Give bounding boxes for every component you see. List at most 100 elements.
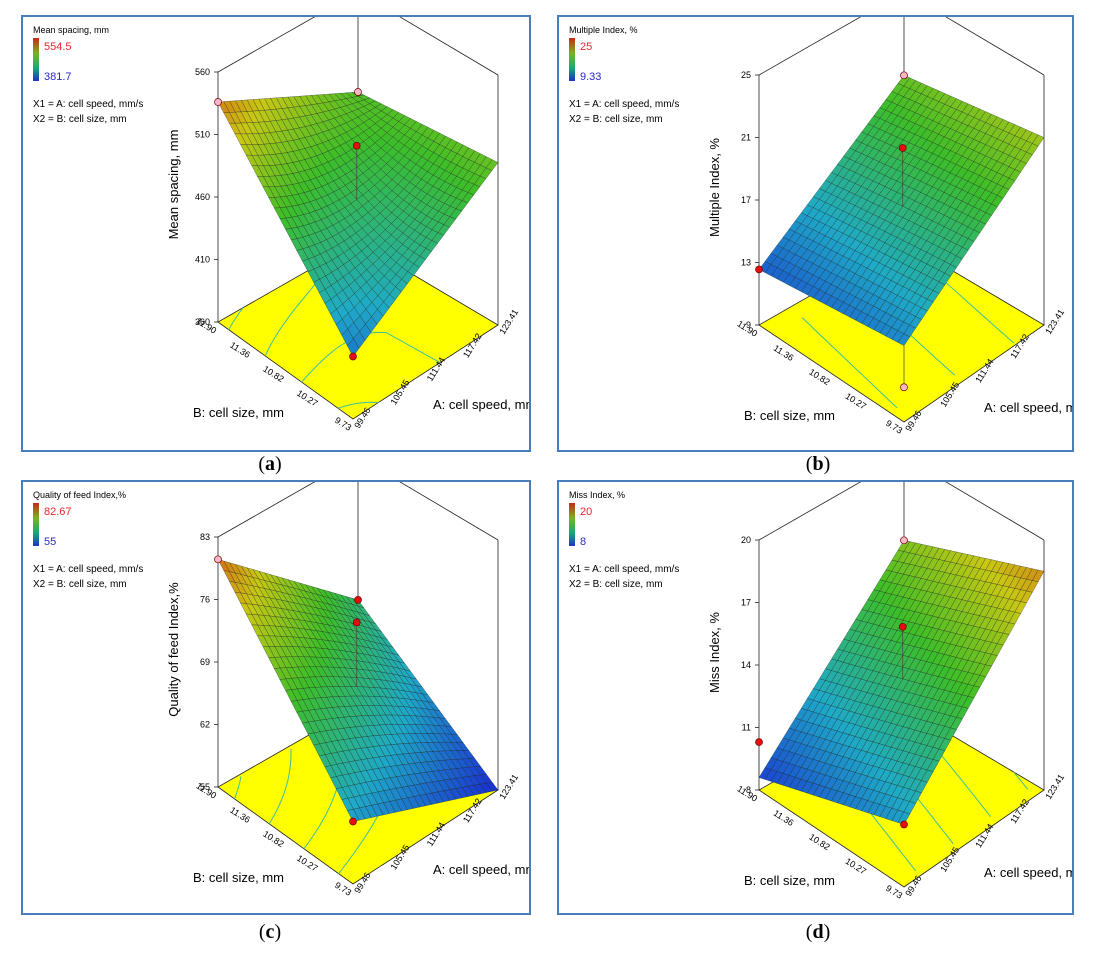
contour-line <box>228 307 244 330</box>
z-tick-label: 510 <box>195 130 210 140</box>
y-axis-label: B: cell size, mm <box>744 873 835 888</box>
design-point <box>214 555 222 564</box>
legend-min-label: 55 <box>44 536 56 548</box>
z-tick-label: 360 <box>195 317 210 327</box>
box-edge-top-left <box>217 482 316 538</box>
caption-b: (b) <box>805 453 831 475</box>
caption-label: c <box>265 921 275 943</box>
z-tick-label: 14 <box>741 660 751 670</box>
factor-label: X1 = A: cell speed, mm/s <box>569 564 679 575</box>
design-point <box>349 352 357 361</box>
box-edge-top-right <box>399 482 499 541</box>
z-tick-label: 25 <box>741 70 751 80</box>
factor-label: X2 = B: cell size, mm <box>33 114 127 125</box>
chart-panel-c: Quality of feed Index,% 82.67 55 X1 = A: ce… <box>21 480 531 915</box>
contour-line <box>268 748 292 825</box>
surface-cell <box>347 338 360 357</box>
legend-title: Mean spacing, mm <box>33 25 109 35</box>
y-tick-label: 11.90 <box>194 781 218 801</box>
z-tick-label: 20 <box>741 535 751 545</box>
legend-min-label: 381.7 <box>44 71 72 83</box>
factor-label: X2 = B: cell size, mm <box>33 579 127 590</box>
z-tick-label: 460 <box>195 192 210 202</box>
z-tick-label: 9 <box>746 320 751 330</box>
factor-label: X1 = A: cell speed, mm/s <box>33 99 143 110</box>
legend-max-label: 554.5 <box>44 41 72 53</box>
chart-panel-d: Miss Index, % 20 8 X1 = A: cell speed, mm/s… <box>557 480 1074 915</box>
legend-min-label: 9.33 <box>580 71 601 83</box>
z-axis-label: Miss Index, % <box>707 612 722 693</box>
z-tick-label: 69 <box>200 657 210 667</box>
legend-min-label: 8 <box>580 536 586 548</box>
legend-color-bar <box>33 38 39 81</box>
factor-label: X2 = B: cell size, mm <box>569 114 663 125</box>
legend-title: Multiple Index, % <box>569 25 638 35</box>
surface-mesh <box>217 559 499 822</box>
legend-color-bar <box>569 38 575 81</box>
y-tick-label: 11.90 <box>735 319 759 339</box>
legend-color-bar <box>33 503 39 546</box>
contour-line <box>234 776 242 800</box>
y-tick-label: 11.90 <box>735 784 759 804</box>
z-tick-label: 76 <box>200 595 210 605</box>
legend-color-bar <box>569 503 575 546</box>
caption-d: (d) <box>805 921 831 943</box>
surface-chart: Mean spacing, mm 554.5 381.7 X1 = A: cell s… <box>33 17 529 433</box>
caption-c: (c) <box>258 921 282 943</box>
design-point <box>900 71 908 80</box>
z-tick-label: 13 <box>741 258 751 268</box>
legend-max-label: 82.67 <box>44 506 72 518</box>
legend-title: Miss Index, % <box>569 490 625 500</box>
y-axis-label: B: cell size, mm <box>193 870 284 885</box>
design-point <box>354 88 362 96</box>
caption-label: d <box>812 921 824 943</box>
surface-cell <box>897 811 911 825</box>
legend-max-label: 20 <box>580 506 592 518</box>
box-edge-top-right <box>399 17 499 76</box>
contour-line <box>1013 771 1029 790</box>
factor-label: X1 = A: cell speed, mm/s <box>33 564 143 575</box>
z-tick-label: 17 <box>741 195 751 205</box>
x-tick-label: 123.41 <box>497 772 520 801</box>
design-point <box>755 738 763 746</box>
legend-max-label: 25 <box>580 41 592 53</box>
z-tick-label: 560 <box>195 67 210 77</box>
z-axis-label: Multiple Index, % <box>707 138 722 237</box>
design-point <box>352 618 361 627</box>
z-tick-label: 55 <box>200 782 210 792</box>
surface-cell <box>347 809 360 822</box>
z-tick-label: 21 <box>741 133 751 143</box>
z-tick-label: 62 <box>200 720 210 730</box>
surface-chart: Miss Index, % 20 8 X1 = A: cell speed, mm/s… <box>569 482 1072 901</box>
surface-chart: Quality of feed Index,% 82.67 55 X1 = A: ce… <box>33 482 529 898</box>
design-point <box>214 98 222 106</box>
legend-title: Quality of feed Index,% <box>33 490 126 500</box>
box-edge-top-right <box>945 17 1045 76</box>
design-point <box>900 383 908 392</box>
caption-label: a <box>265 453 275 475</box>
x-axis-label: A: cell speed, mm/s <box>433 862 529 877</box>
design-point <box>898 144 907 152</box>
box-edge-top-left <box>217 17 316 73</box>
y-tick-label: 9.73 <box>333 415 353 433</box>
box-edge-top-left <box>758 482 862 541</box>
contour-line <box>337 401 379 409</box>
z-tick-label: 8 <box>746 785 751 795</box>
design-point <box>755 265 763 274</box>
y-tick-label: 9.73 <box>333 880 353 898</box>
y-axis-label: B: cell size, mm <box>193 405 284 420</box>
y-tick-label: 11.90 <box>194 316 218 336</box>
surface-chart: Multiple Index, % 25 9.33 X1 = A: cell spee… <box>569 17 1072 436</box>
box-edge-top-left <box>758 17 862 76</box>
z-tick-label: 11 <box>742 723 751 733</box>
surface-mesh <box>758 75 1045 346</box>
x-tick-label: 123.41 <box>497 307 520 336</box>
y-axis-label: B: cell size, mm <box>744 408 835 423</box>
design-point <box>898 622 907 631</box>
chart-panel-a: Mean spacing, mm 554.5 381.7 X1 = A: cell s… <box>21 15 531 452</box>
z-tick-label: 83 <box>200 532 210 542</box>
x-axis-label: A: cell speed, mm/s <box>433 397 529 412</box>
design-point <box>900 820 908 829</box>
design-point <box>352 141 361 150</box>
contour-line <box>801 317 898 409</box>
